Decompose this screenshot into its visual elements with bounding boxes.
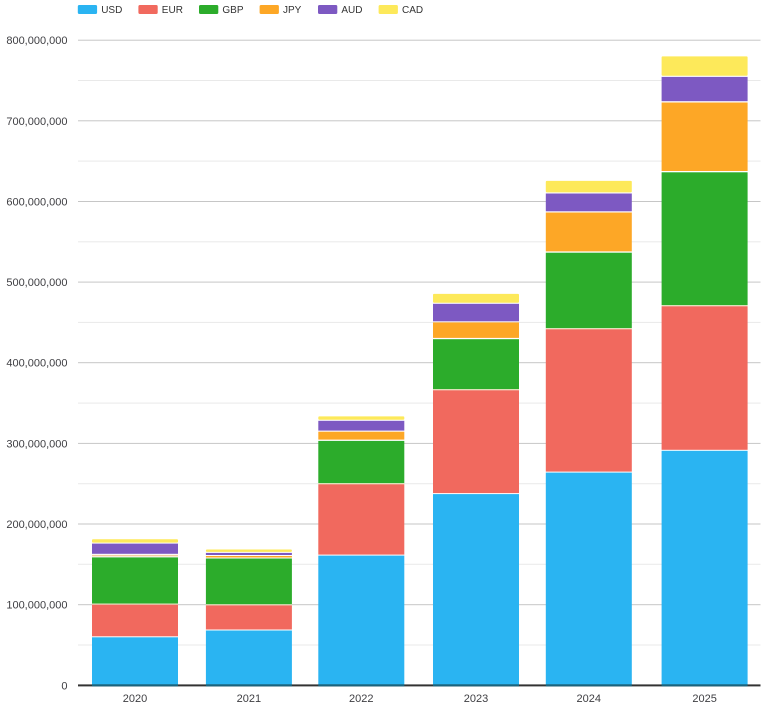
svg-text:CAD: CAD	[402, 5, 423, 16]
svg-text:200,000,000: 200,000,000	[6, 519, 67, 531]
svg-text:USD: USD	[101, 5, 122, 16]
svg-text:GBP: GBP	[222, 5, 243, 16]
svg-text:2025: 2025	[692, 693, 716, 705]
svg-text:300,000,000: 300,000,000	[6, 438, 67, 450]
svg-text:EUR: EUR	[162, 5, 183, 16]
svg-text:700,000,000: 700,000,000	[6, 116, 67, 128]
svg-text:800,000,000: 800,000,000	[6, 35, 67, 47]
svg-text:2021: 2021	[237, 693, 261, 705]
svg-text:400,000,000: 400,000,000	[6, 358, 67, 370]
svg-text:2022: 2022	[349, 693, 373, 705]
svg-text:2020: 2020	[123, 693, 147, 705]
svg-text:2023: 2023	[464, 693, 488, 705]
svg-text:AUD: AUD	[341, 5, 362, 16]
svg-text:600,000,000: 600,000,000	[6, 197, 67, 209]
svg-text:500,000,000: 500,000,000	[6, 277, 67, 289]
svg-text:2024: 2024	[577, 693, 601, 705]
svg-text:JPY: JPY	[283, 5, 302, 16]
svg-text:0: 0	[61, 680, 67, 692]
svg-text:100,000,000: 100,000,000	[6, 600, 67, 612]
